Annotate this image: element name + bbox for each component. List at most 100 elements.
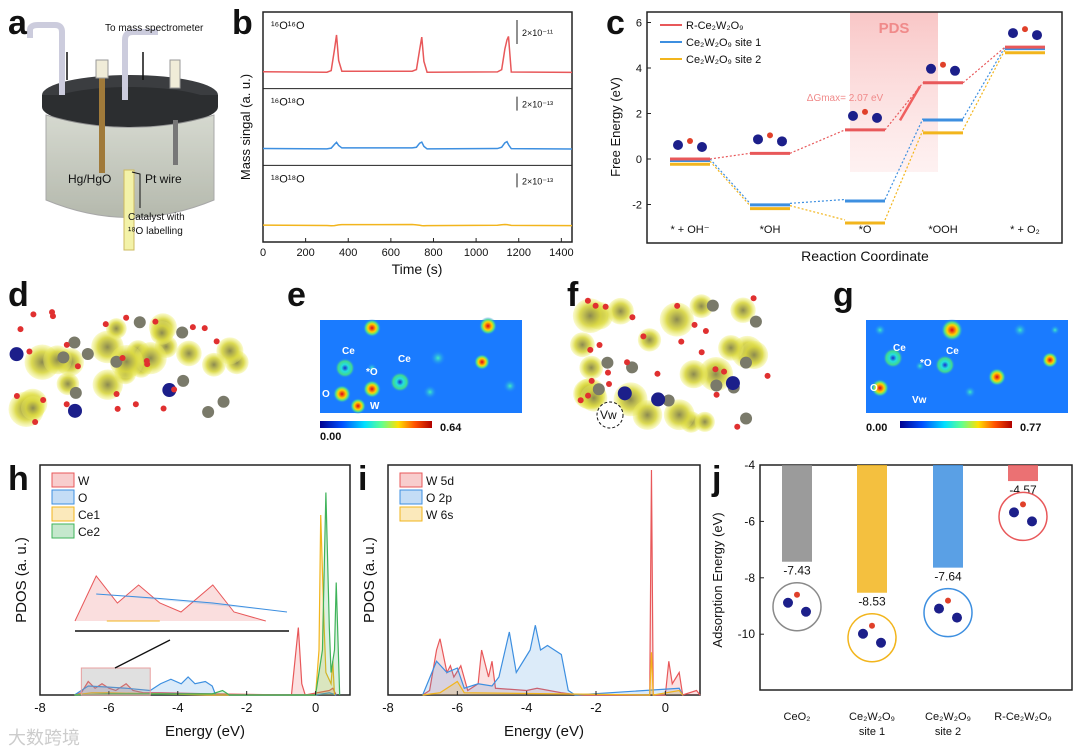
x-tick-label: 400: [339, 247, 357, 259]
x-axis-label: Reaction Coordinate: [801, 248, 929, 264]
charge-isosurface: [663, 399, 695, 431]
o-atom-icon: [629, 314, 636, 321]
panel-label-j: j: [712, 460, 722, 498]
o-atom-icon: [144, 361, 151, 368]
o-atom-icon: [577, 397, 584, 404]
o-atom-icon: [32, 418, 39, 425]
series-line-1: [262, 140, 573, 150]
charge-isosurface: [632, 400, 663, 430]
w-atom-icon: [617, 386, 632, 401]
ce-atom-icon: [739, 356, 752, 369]
series-area-0: [422, 470, 700, 695]
o-atom-icon: [74, 363, 81, 370]
category-label-site: site 1: [859, 726, 885, 738]
atom-icon: [777, 136, 787, 147]
series-label: ¹⁶O¹⁶O: [271, 20, 305, 32]
o-atom-icon: [702, 328, 709, 335]
ce-atom-icon: [740, 412, 753, 425]
atom-icon: [673, 140, 683, 150]
y-tick-label: 0: [636, 154, 642, 166]
o-atom-icon: [734, 423, 741, 430]
panel-label-g: g: [833, 276, 854, 314]
atom-icon: [848, 110, 858, 121]
series-line-3: [74, 492, 341, 696]
charge-isosurface: [698, 357, 734, 392]
label-reference-electrode: Hg/HgO: [68, 172, 112, 186]
atom-icon: [783, 597, 793, 608]
density-spot: [423, 385, 437, 399]
charge-isosurface: [694, 411, 715, 432]
o-atom-icon: [585, 392, 592, 399]
w-atom-icon: [162, 383, 177, 398]
series-label: ¹⁶O¹⁸O: [271, 97, 305, 109]
density-spot: [1050, 325, 1060, 335]
charge-density-structure-d: [8, 309, 249, 427]
density-spot: [941, 319, 963, 341]
y-axis-label: Adsorption Energy (eV): [710, 512, 725, 647]
o-atom-icon: [102, 321, 109, 328]
charge-isosurface: [659, 302, 694, 337]
category-label: R-Ce₂W₂O₉: [994, 711, 1052, 723]
bar-value-label: -7.43: [783, 564, 811, 578]
o-atom-icon: [764, 372, 771, 379]
density-spot: [915, 361, 925, 371]
electrochemical-cell-illustration: [27, 22, 218, 251]
atom-icon: [945, 597, 951, 604]
ce-atom-icon: [710, 379, 723, 392]
ce-atom-icon: [68, 336, 81, 349]
o-atom-icon: [171, 386, 178, 393]
charge-isosurface: [689, 294, 714, 319]
connector-2: [709, 160, 751, 207]
density-spot: [367, 363, 377, 373]
y-axis-label: PDOS (a. u.): [361, 537, 378, 623]
map-g-label-o: O: [870, 383, 878, 394]
category-label: *OH: [760, 224, 781, 236]
charge-isosurface: [150, 321, 174, 345]
y-tick-label: 2: [636, 109, 642, 121]
legend-swatch: [399, 506, 423, 522]
atom-icon: [687, 138, 693, 144]
map-g-label-vacancy: Vw: [912, 395, 927, 406]
o-atom-icon: [721, 368, 728, 375]
connector-0: [962, 46, 1006, 84]
panel-label-e: e: [287, 276, 306, 314]
ce-atom-icon: [69, 386, 82, 399]
label-catalyst-1: Catalyst with: [128, 212, 185, 223]
ce-atom-icon: [202, 405, 215, 418]
plot-frame-b: [262, 11, 573, 243]
series-line-2: [422, 652, 684, 696]
series-line-0: [422, 469, 701, 696]
map-e-label-ce1: Ce: [342, 346, 355, 357]
density-spot: [1042, 352, 1058, 368]
o-atom-icon: [587, 346, 594, 353]
series-area-1: [422, 625, 683, 695]
delta-g-annotation: ΔGmax= 2.07 eV: [807, 93, 884, 104]
ce-atom-icon: [601, 356, 614, 369]
x-tick-label: 0: [260, 247, 266, 259]
connector-0: [709, 152, 751, 160]
category-label: Ce₂W₂O₉: [849, 711, 895, 723]
connector-1: [709, 158, 751, 204]
atom-icon: [950, 65, 960, 76]
panel-label-i: i: [358, 460, 368, 498]
density-spot: [871, 379, 889, 397]
colorbar-g-min: 0.00: [866, 422, 888, 434]
charge-isosurface: [572, 298, 608, 334]
pds-arrow: [898, 85, 922, 121]
charge-isosurface: [730, 297, 756, 323]
atom-icon: [697, 142, 707, 152]
charge-isosurface: [105, 318, 127, 339]
density-spot: [935, 355, 955, 375]
map-e-label-o-star: *O: [366, 367, 378, 378]
connector-2: [789, 205, 846, 221]
category-label-site: site 2: [935, 726, 961, 738]
o-atom-icon: [596, 341, 603, 348]
x-axis-label: Energy (eV): [504, 723, 584, 740]
x-tick-label: 200: [296, 247, 314, 259]
category-label: * + O₂: [1010, 224, 1040, 236]
x-tick-label: 0: [662, 700, 669, 715]
panel-label-a: a: [8, 4, 27, 42]
ce-atom-icon: [133, 316, 146, 329]
bar-2: [933, 465, 963, 568]
ce-atom-icon: [176, 326, 189, 339]
